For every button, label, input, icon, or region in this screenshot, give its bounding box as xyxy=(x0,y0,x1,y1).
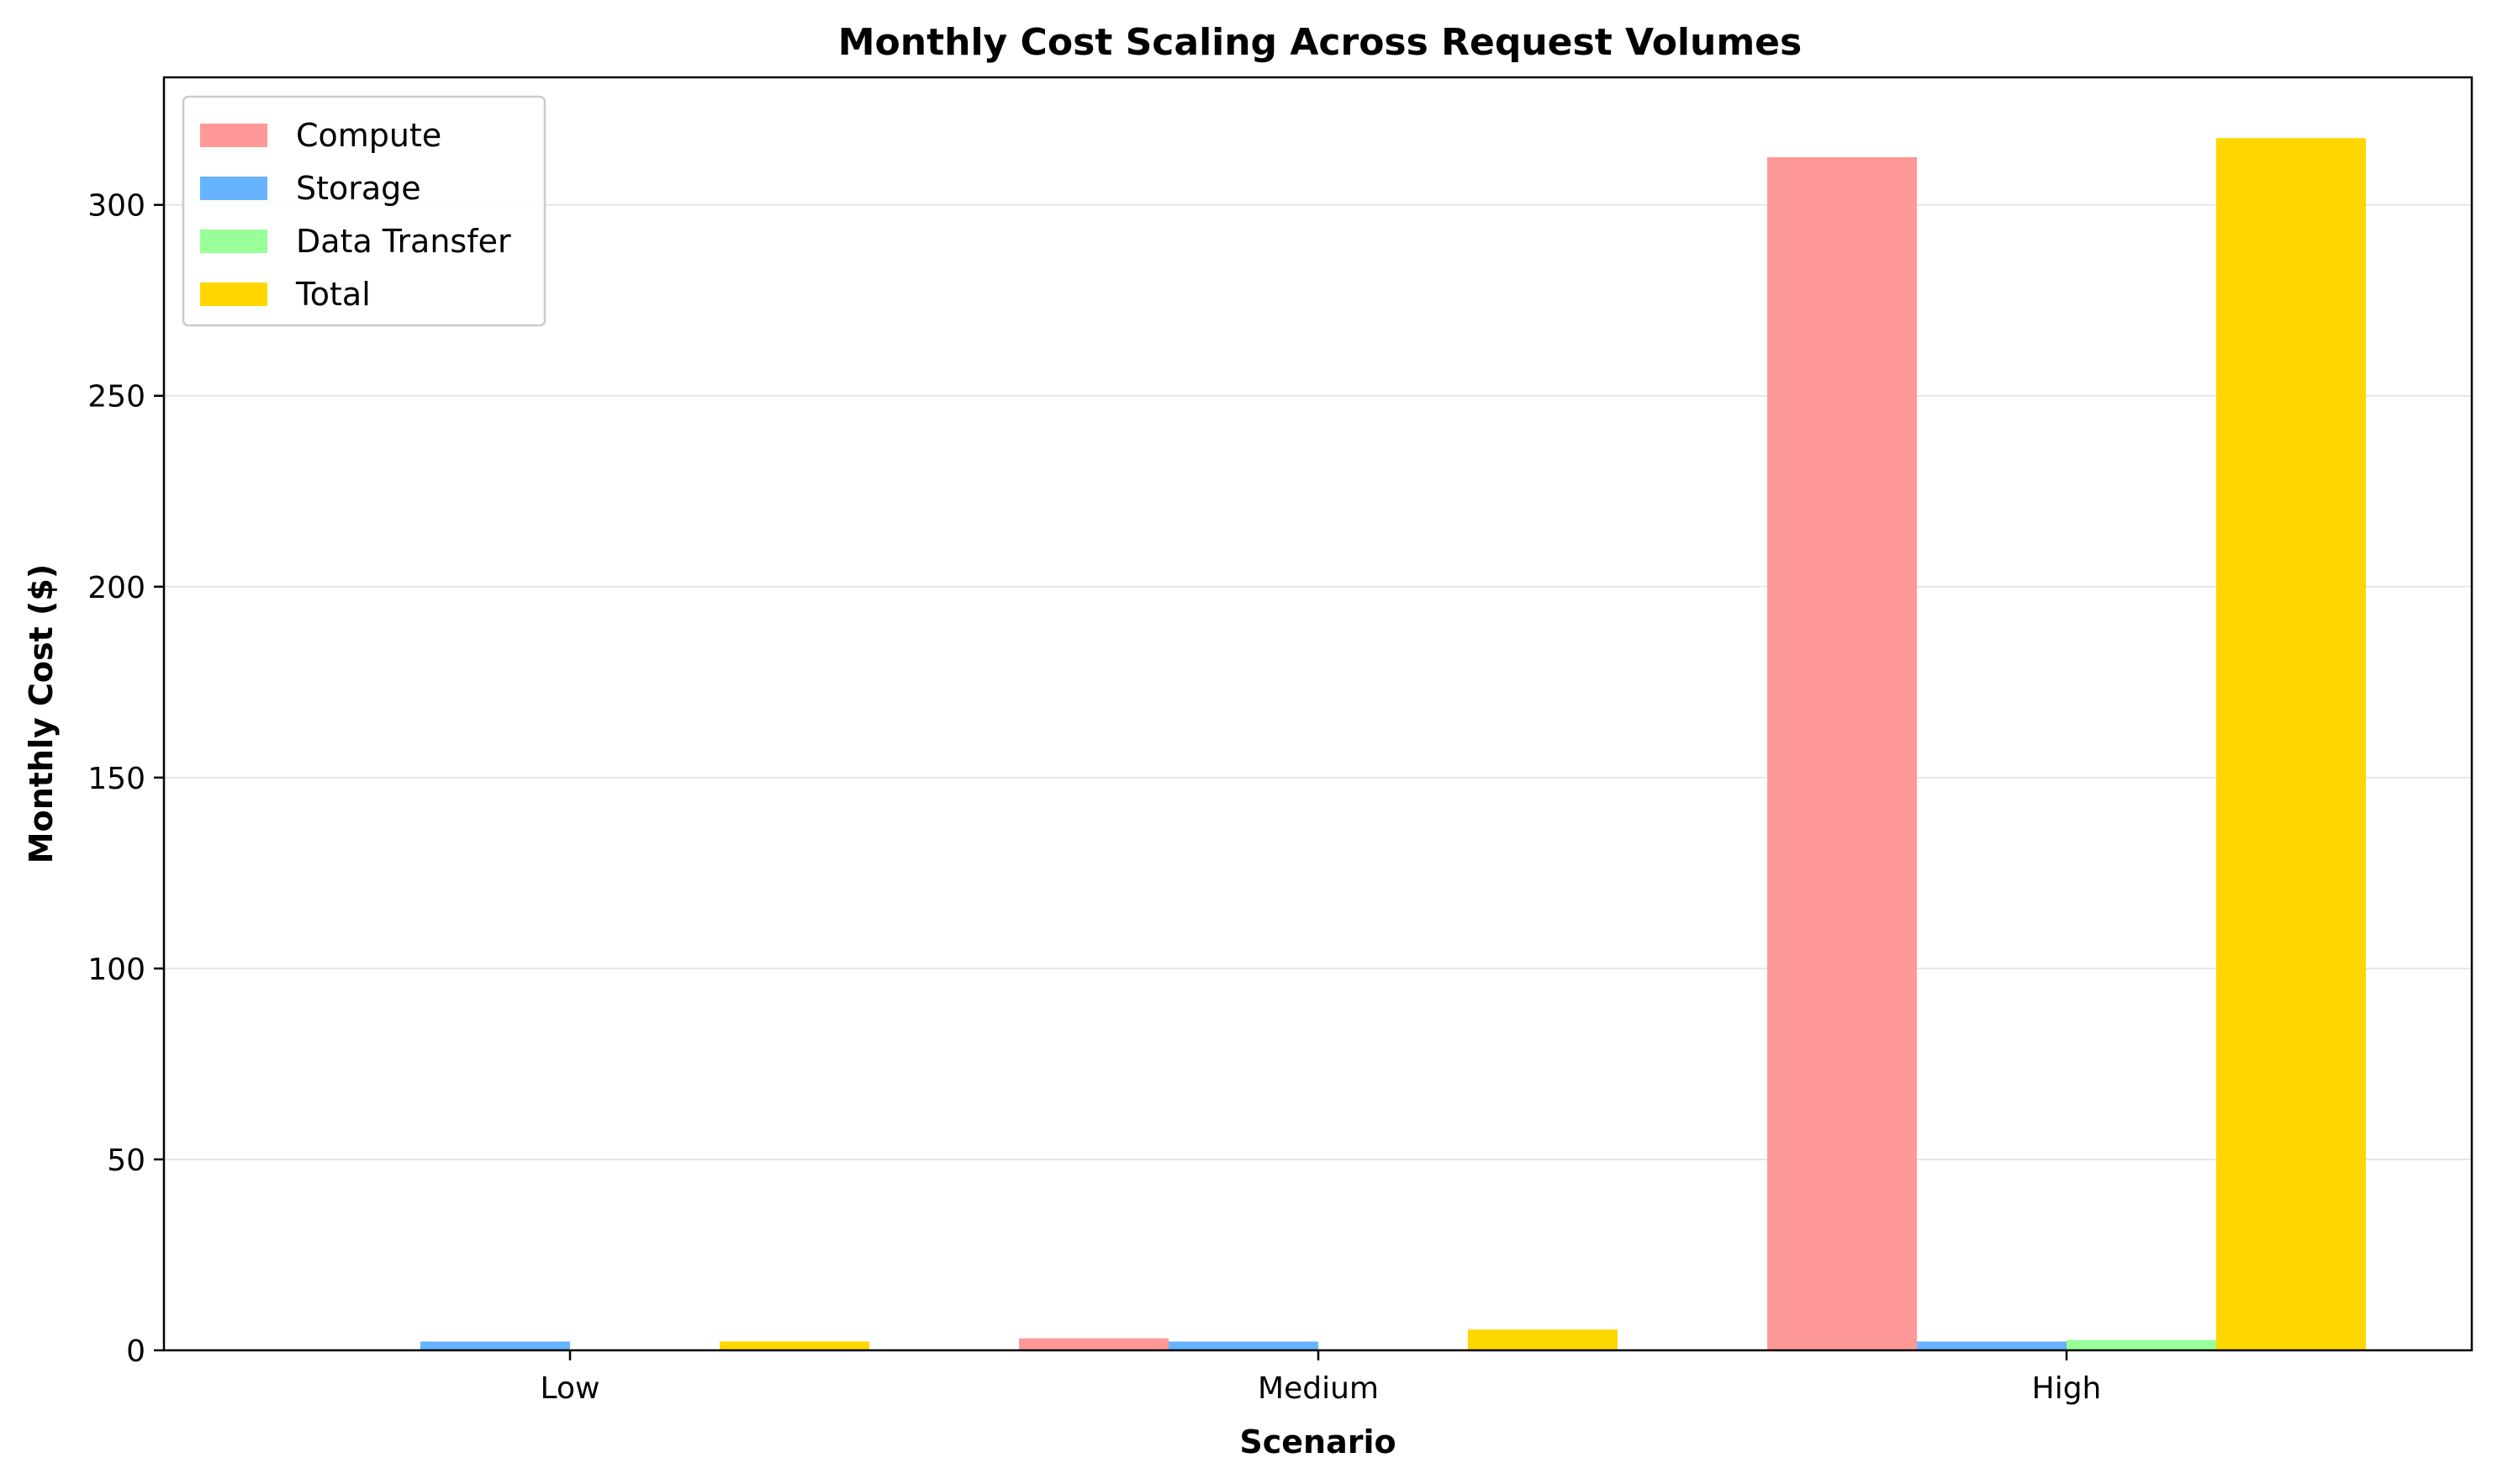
bar-storage-medium xyxy=(1169,1341,1318,1350)
y-tick-label-250: 250 xyxy=(87,380,145,415)
x-tick-label-medium: Medium xyxy=(1258,1371,1379,1406)
bar-storage-low xyxy=(420,1341,570,1350)
legend-label-compute: Compute xyxy=(296,117,441,154)
x-tick-label-high: High xyxy=(2032,1371,2102,1406)
x-tick-label-low: Low xyxy=(541,1371,600,1406)
legend-swatch-compute xyxy=(200,124,267,147)
legend-swatch-data-transfer xyxy=(200,230,267,253)
x-axis-ticks: Low Medium High xyxy=(541,1350,2102,1406)
legend-swatch-total xyxy=(200,283,267,306)
bar-data-transfer-high xyxy=(2067,1339,2216,1350)
y-tick-label-0: 0 xyxy=(126,1334,145,1369)
bar-total-high xyxy=(2216,138,2366,1350)
bars xyxy=(271,138,2366,1350)
bar-compute-medium xyxy=(1019,1338,1169,1350)
y-tick-label-50: 50 xyxy=(107,1143,145,1178)
legend-box xyxy=(182,95,546,327)
legend-label-total: Total xyxy=(295,276,371,313)
x-axis-label: Scenario xyxy=(1239,1423,1396,1460)
bar-total-low xyxy=(720,1341,869,1350)
bar-compute-high xyxy=(1767,156,1917,1350)
y-tick-label-200: 200 xyxy=(87,571,145,605)
y-axis-ticks: 0 50 100 150 200 250 300 xyxy=(87,189,164,1369)
legend: Compute Storage Data Transfer Total xyxy=(182,95,546,327)
legend-swatch-storage xyxy=(200,177,267,200)
legend-label-storage: Storage xyxy=(296,170,421,207)
y-tick-label-100: 100 xyxy=(87,953,145,987)
y-axis-label: Monthly Cost ($) xyxy=(23,564,60,863)
y-tick-label-300: 300 xyxy=(87,189,145,224)
legend-label-data-transfer: Data Transfer xyxy=(296,223,511,260)
chart-title: Monthly Cost Scaling Across Request Volu… xyxy=(838,21,1802,64)
bar-total-medium xyxy=(1468,1329,1618,1350)
bar-storage-high xyxy=(1917,1341,2067,1350)
y-tick-label-150: 150 xyxy=(87,762,145,796)
